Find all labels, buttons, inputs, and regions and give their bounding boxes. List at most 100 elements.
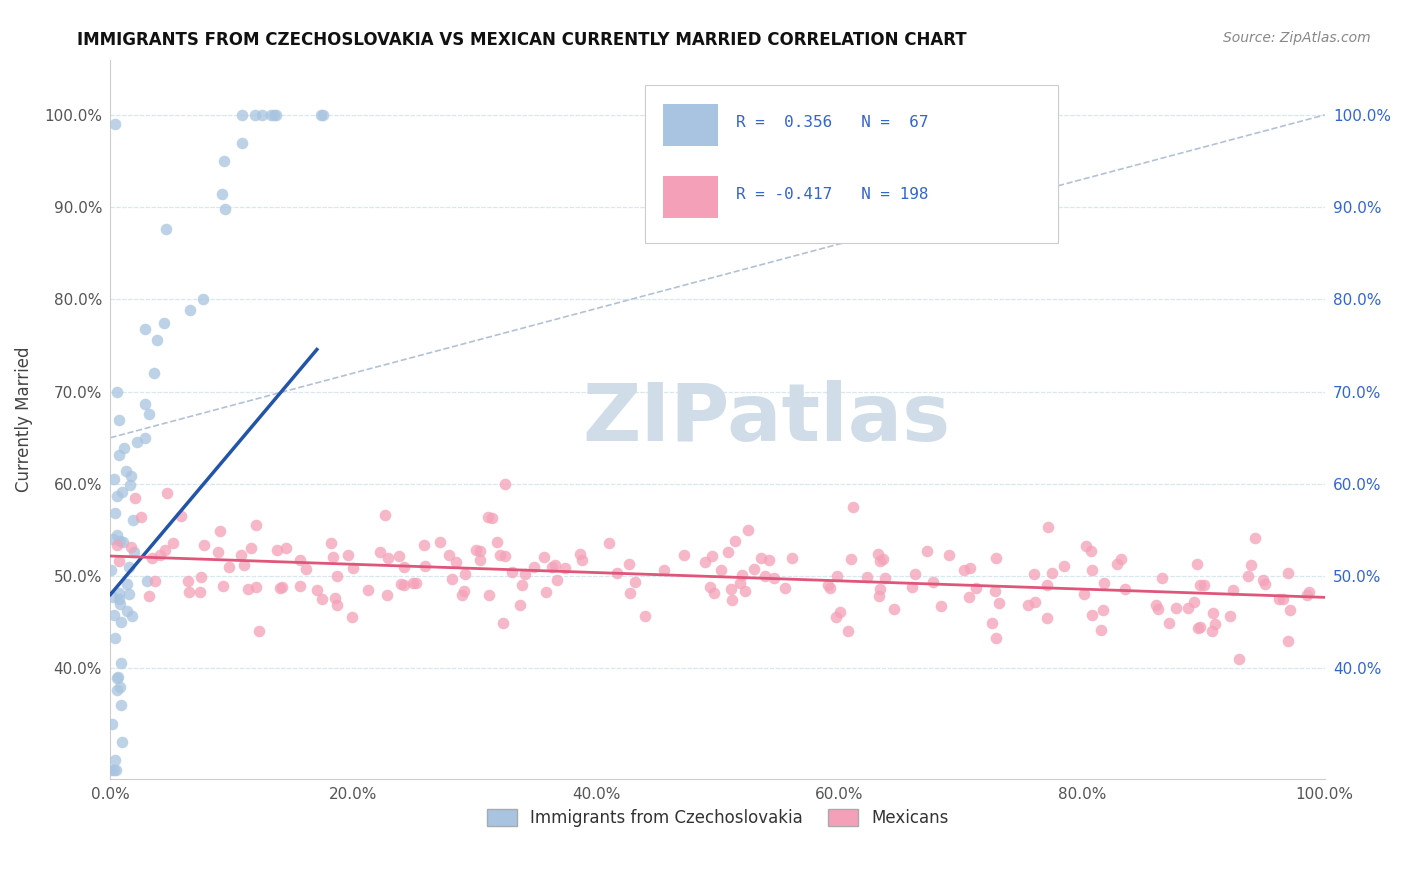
Point xyxy=(110,615,132,629)
Point xyxy=(233,558,256,573)
Point xyxy=(546,573,568,587)
Point xyxy=(957,591,980,605)
Point xyxy=(107,682,129,697)
Point xyxy=(634,608,657,623)
Point xyxy=(103,607,125,622)
Point xyxy=(1152,571,1174,585)
Point xyxy=(162,536,184,550)
Point xyxy=(103,763,125,777)
Legend: Immigrants from Czechoslovakia, Mexicans: Immigrants from Czechoslovakia, Mexicans xyxy=(478,800,957,835)
Point xyxy=(1296,588,1319,602)
Point xyxy=(440,573,463,587)
Point xyxy=(1185,557,1208,571)
Point xyxy=(915,544,938,558)
Point xyxy=(980,615,1002,630)
Point xyxy=(214,202,236,216)
Point xyxy=(510,578,533,592)
Point xyxy=(703,586,725,600)
Point xyxy=(134,397,156,411)
Point xyxy=(598,535,620,549)
Text: IMMIGRANTS FROM CZECHOSLOVAKIA VS MEXICAN CURRENTLY MARRIED CORRELATION CHART: IMMIGRANTS FROM CZECHOSLOVAKIA VS MEXICA… xyxy=(77,31,967,49)
Point xyxy=(1268,591,1291,606)
Point xyxy=(873,571,896,585)
Point xyxy=(245,518,267,533)
Bar xyxy=(645,85,1057,243)
Point xyxy=(389,577,412,591)
Point xyxy=(481,510,503,524)
Point xyxy=(959,561,981,575)
Point xyxy=(188,585,211,599)
Point xyxy=(464,543,486,558)
Point xyxy=(830,606,852,620)
Point xyxy=(494,549,516,564)
Point xyxy=(1187,621,1209,635)
Point xyxy=(1105,558,1128,572)
Point xyxy=(103,532,125,546)
Point xyxy=(240,541,263,556)
Point xyxy=(209,524,232,539)
Point xyxy=(501,565,523,579)
Point xyxy=(323,591,346,605)
Point xyxy=(485,535,508,549)
Point xyxy=(1182,595,1205,609)
Point xyxy=(104,506,127,520)
Point xyxy=(509,598,531,612)
Point xyxy=(446,555,468,569)
Point xyxy=(929,599,952,614)
Point xyxy=(155,543,177,558)
Point xyxy=(247,624,270,639)
Point xyxy=(1251,574,1274,588)
Point xyxy=(111,485,134,500)
Point xyxy=(617,557,640,571)
Point xyxy=(731,568,754,582)
Point xyxy=(724,534,747,549)
Point xyxy=(121,608,143,623)
Text: Source: ZipAtlas.com: Source: ZipAtlas.com xyxy=(1223,31,1371,45)
Point xyxy=(1035,611,1057,625)
Point xyxy=(412,538,434,552)
Point xyxy=(124,491,146,505)
Point xyxy=(342,561,364,575)
Point xyxy=(118,587,141,601)
Point xyxy=(326,569,349,583)
Point xyxy=(554,561,576,575)
Point xyxy=(394,560,416,574)
Point xyxy=(468,543,491,558)
Point xyxy=(842,500,865,514)
Point xyxy=(837,624,859,639)
Point xyxy=(377,551,399,566)
Point xyxy=(1080,544,1102,558)
Point xyxy=(869,582,891,597)
Point xyxy=(478,588,501,602)
Point xyxy=(983,583,1005,598)
Point xyxy=(856,570,879,584)
Point xyxy=(1277,566,1299,581)
Point xyxy=(100,563,122,577)
Point xyxy=(101,591,124,605)
Point xyxy=(754,569,776,583)
Point xyxy=(375,588,398,602)
Point xyxy=(402,575,425,590)
Point xyxy=(322,550,344,565)
Point xyxy=(190,570,212,584)
Point xyxy=(1192,578,1215,592)
Point xyxy=(141,550,163,565)
Point xyxy=(100,716,122,731)
Point xyxy=(1081,563,1104,577)
Point xyxy=(1076,539,1098,553)
Point xyxy=(1092,576,1115,591)
Point xyxy=(134,322,156,336)
Point xyxy=(1036,578,1059,592)
Point xyxy=(544,558,567,573)
Point xyxy=(266,543,288,558)
Point xyxy=(730,575,752,590)
Point xyxy=(245,580,267,594)
Point xyxy=(717,545,740,559)
Point xyxy=(652,563,675,577)
Point xyxy=(1090,623,1112,637)
Point xyxy=(156,486,179,500)
Point xyxy=(606,566,628,580)
Point xyxy=(901,580,924,594)
Point xyxy=(110,698,132,713)
Point xyxy=(260,108,283,122)
